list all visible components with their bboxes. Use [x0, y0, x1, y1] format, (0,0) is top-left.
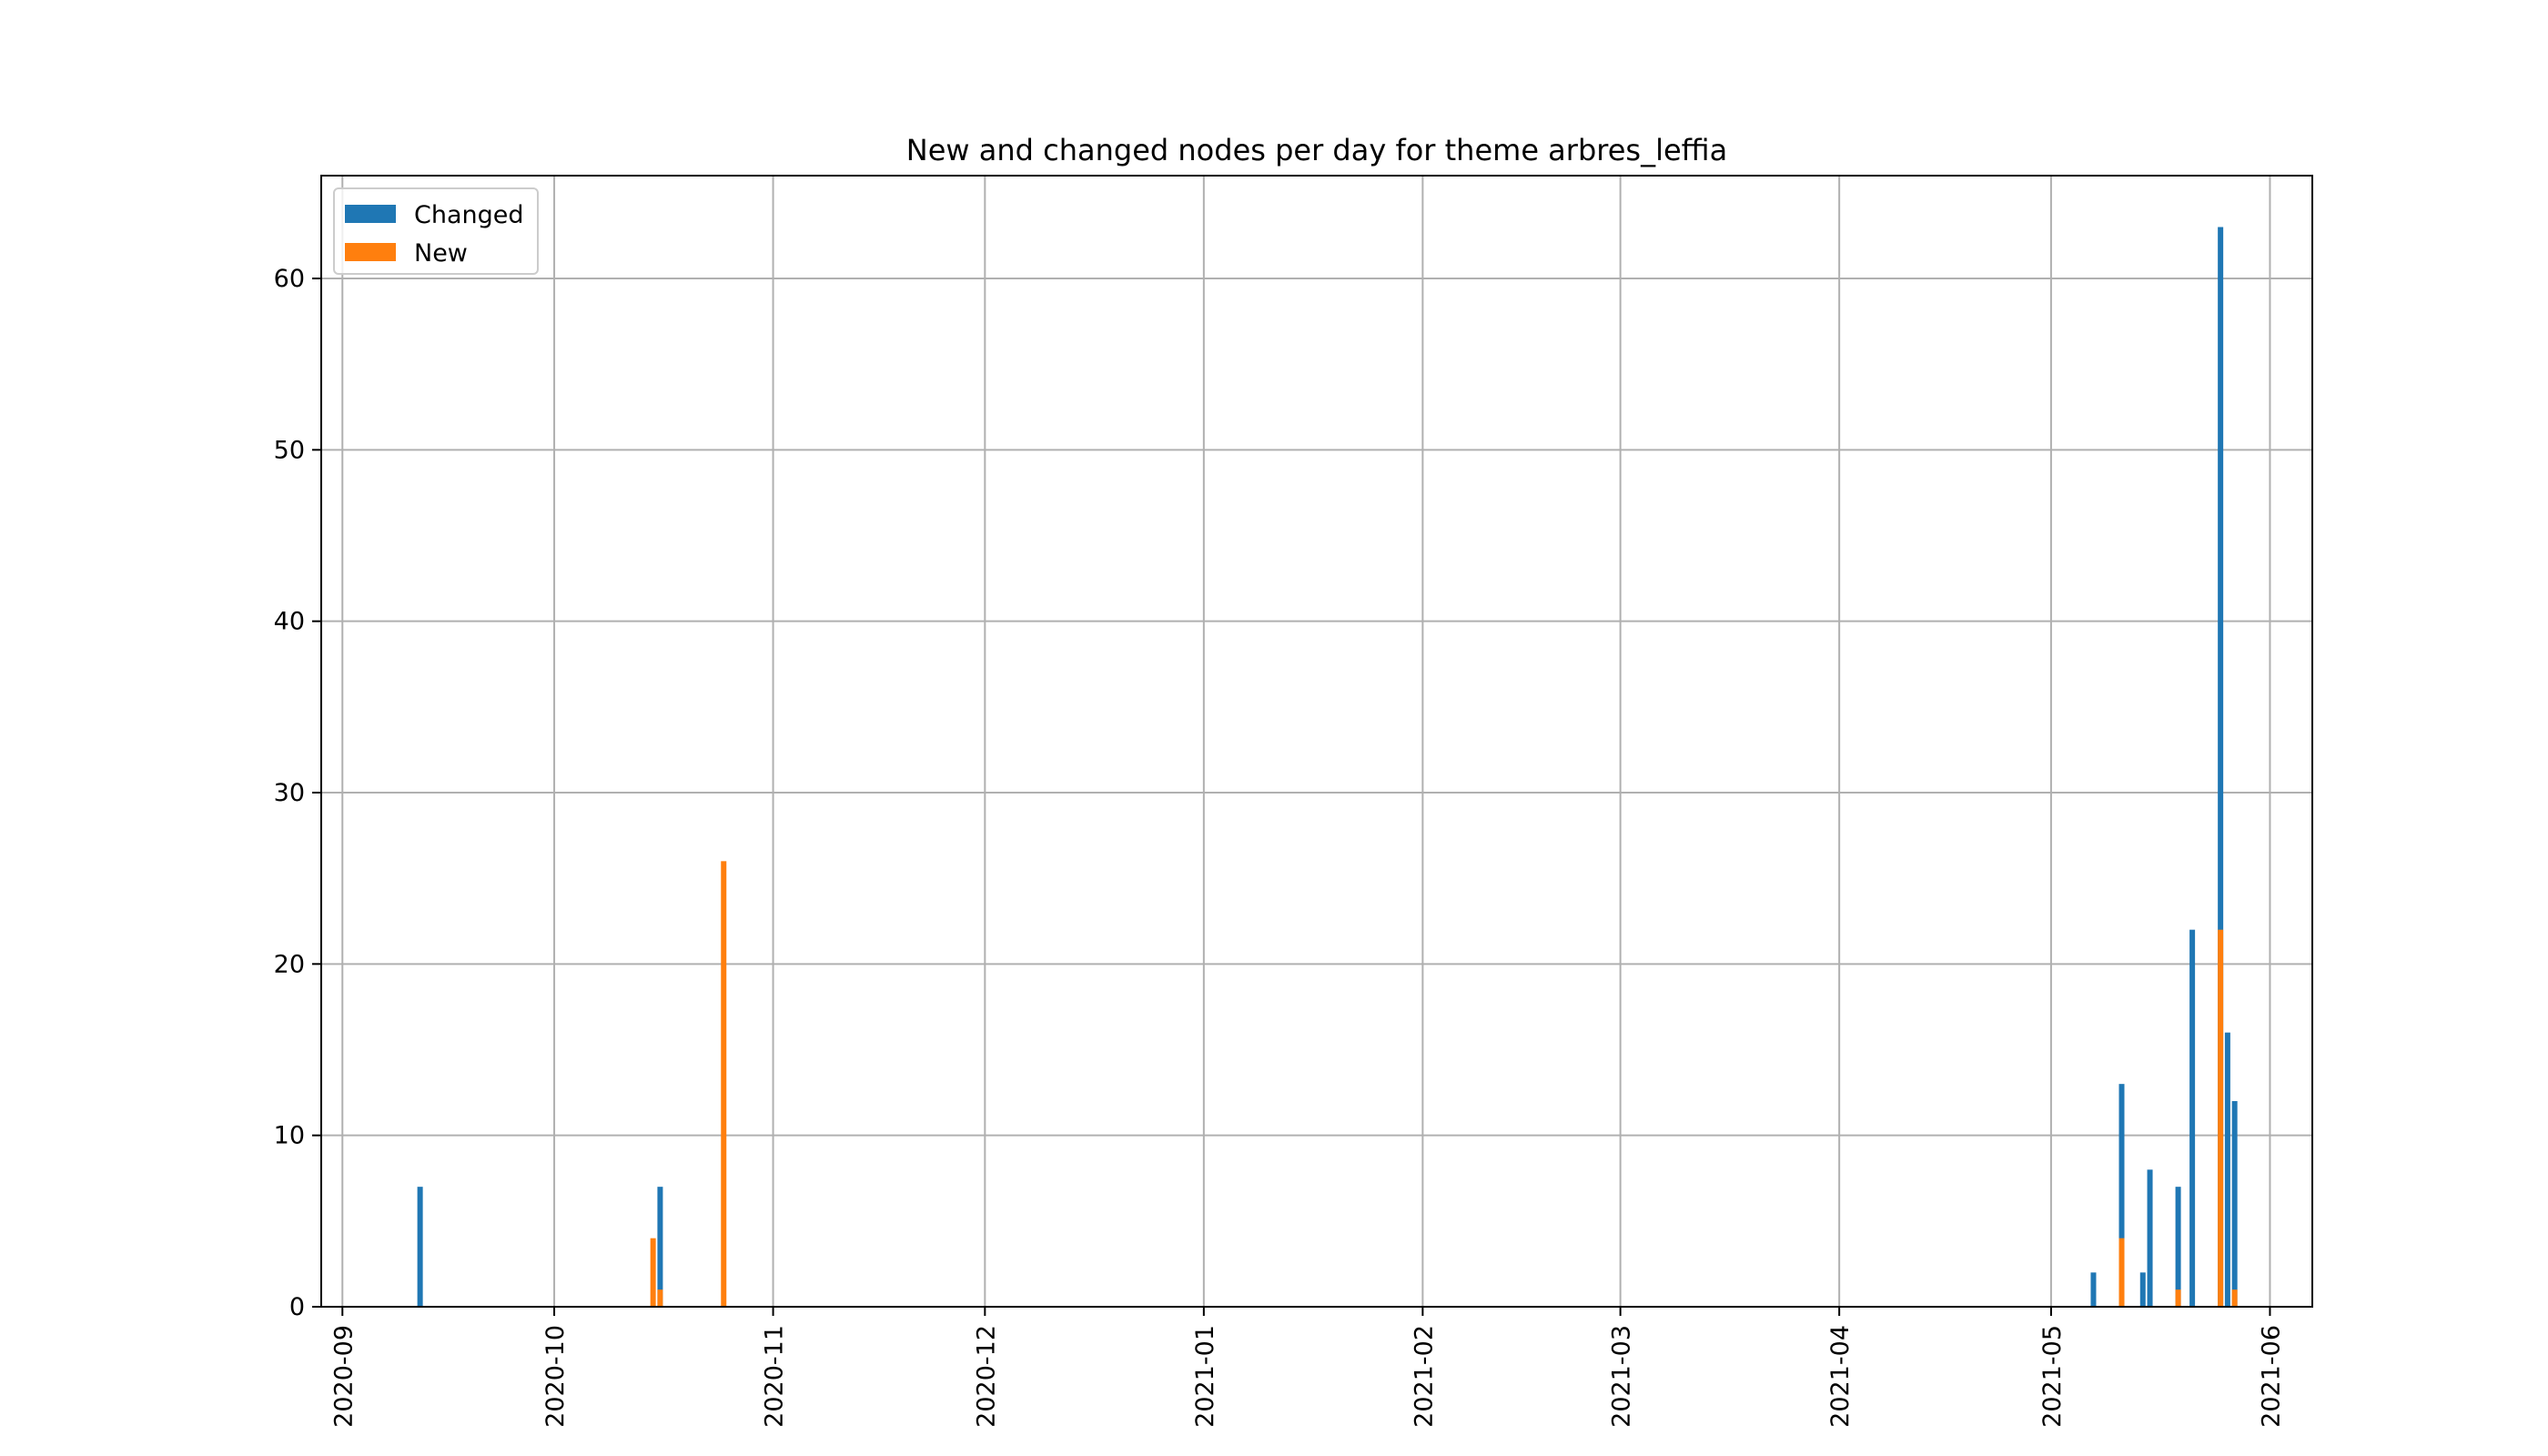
x-tick-label: 2020-09 — [329, 1325, 358, 1428]
x-tick-label: 2020-12 — [972, 1325, 1000, 1428]
legend: Changed New — [333, 187, 539, 275]
bar-changed-2021-05-15 — [2147, 1169, 2153, 1307]
legend-label-new: New — [414, 239, 468, 268]
bar-changed-2021-05-19 — [2175, 1187, 2181, 1307]
bar-new-2021-05-11 — [2118, 1238, 2125, 1307]
bar-changed-2021-05-26 — [2224, 1032, 2230, 1307]
bar-new-2020-10-25 — [721, 861, 727, 1307]
x-tick-label: 2020-11 — [761, 1325, 789, 1428]
bar-new-2021-05-19 — [2175, 1289, 2181, 1307]
chart-title: New and changed nodes per day for theme … — [906, 133, 1727, 167]
legend-swatch-new — [345, 243, 396, 261]
bar-changed-2021-05-07 — [2090, 1272, 2097, 1307]
bars-layer — [417, 227, 2238, 1307]
bar-changed-2021-05-21 — [2189, 929, 2196, 1307]
legend-label-changed: Changed — [414, 201, 524, 229]
plot-frame — [320, 175, 2313, 1308]
y-tick-label: 60 — [274, 265, 305, 293]
y-tick-label: 50 — [274, 436, 305, 464]
axes: 2020-09 2020-10 2020-11 2020-12 2021-01 2021-… — [274, 175, 2313, 1428]
y-tick-label: 30 — [274, 779, 305, 807]
y-tick-label: 0 — [289, 1293, 305, 1321]
y-tick-label: 40 — [274, 608, 305, 636]
legend-swatch-changed — [345, 205, 396, 223]
bar-changed-2021-05-27 — [2231, 1101, 2238, 1307]
x-tick-label: 2021-06 — [2257, 1325, 2285, 1428]
x-tick-label: 2020-10 — [541, 1325, 570, 1428]
x-tick-label: 2021-01 — [1191, 1325, 1219, 1428]
x-tick-label: 2021-05 — [2038, 1325, 2067, 1428]
bar-changed-2021-05-25 — [2218, 227, 2224, 1307]
bar-changed-2021-05-14 — [2139, 1272, 2146, 1307]
y-tick-label: 20 — [274, 950, 305, 978]
y-tick-label: 10 — [274, 1122, 305, 1150]
bar-new-2021-05-25 — [2218, 929, 2224, 1307]
x-tick-label: 2021-02 — [1410, 1325, 1438, 1428]
x-tick-label: 2021-03 — [1608, 1325, 1636, 1428]
bar-changed-2020-09-12 — [417, 1187, 423, 1307]
bar-new-2020-10-15 — [650, 1238, 656, 1307]
x-tick-label: 2021-04 — [1826, 1325, 1855, 1428]
bar-new-2020-10-16 — [657, 1289, 663, 1307]
bar-changed-2020-10-16 — [657, 1187, 663, 1307]
bar-new-2021-05-27 — [2231, 1289, 2238, 1307]
bar-changed-2021-05-11 — [2118, 1084, 2125, 1307]
